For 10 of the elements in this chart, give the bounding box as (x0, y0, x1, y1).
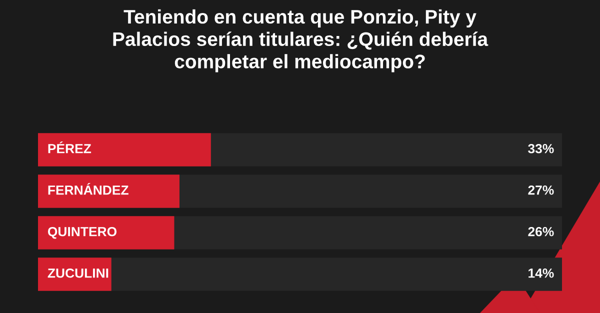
y-tick-label: QUINTERO (48, 226, 117, 239)
chart-title: Teniendo en cuenta que Ponzio, Pity y Palacios serían titulares: ¿Quién debería completar el mediocampo? (113, 9, 488, 72)
data-label: 14% (528, 268, 554, 278)
data-label: 33% (528, 144, 554, 154)
data-label: 27% (528, 185, 554, 195)
y-tick-label: ZUCULINI (48, 268, 108, 278)
data-label: 26% (528, 226, 554, 236)
y-tick-label: PÉREZ (48, 141, 92, 154)
y-tick-label: FERNÁNDEZ (48, 182, 128, 195)
bar (38, 258, 112, 291)
